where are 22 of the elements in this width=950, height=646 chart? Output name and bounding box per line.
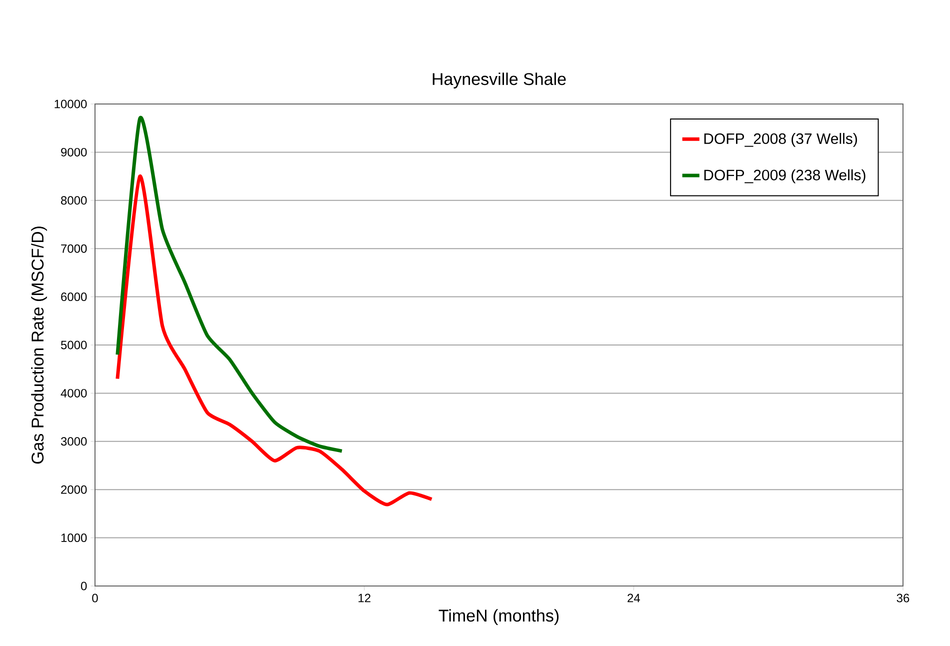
y-tick-label: 8000 [61,196,87,205]
line-series [116,116,344,453]
y-tick-label: 9000 [61,148,87,156]
chart-title: Haynesville Shale [432,72,566,88]
y-tick-label: 6000 [61,292,87,302]
x-axis-title: TimeN (months) [438,609,559,625]
y-tick-label: 4000 [60,388,87,398]
y-tick-label: 2000 [61,485,87,494]
y-tick-label: 0 [81,582,87,590]
y-tick-label: 10000 [54,100,87,108]
y-tick-label: 7000 [61,244,87,253]
x-tick-label: 0 [92,594,98,602]
y-tick-label: 5000 [60,340,87,350]
y-tick-label: 3000 [60,437,87,446]
x-tick-label: 36 [896,594,910,602]
legend-label: DOFP_2008 (37 Wells) [704,132,857,147]
y-axis-title: Gas Production Rate (MSCF/D) [31,226,47,464]
x-tick-label: 24 [628,594,640,602]
legend-label: DOFP_2009 (238 Wells) [704,169,866,184]
x-tick-label: 12 [358,594,370,602]
y-tick-label: 1000 [61,534,87,542]
line-series [116,174,434,506]
